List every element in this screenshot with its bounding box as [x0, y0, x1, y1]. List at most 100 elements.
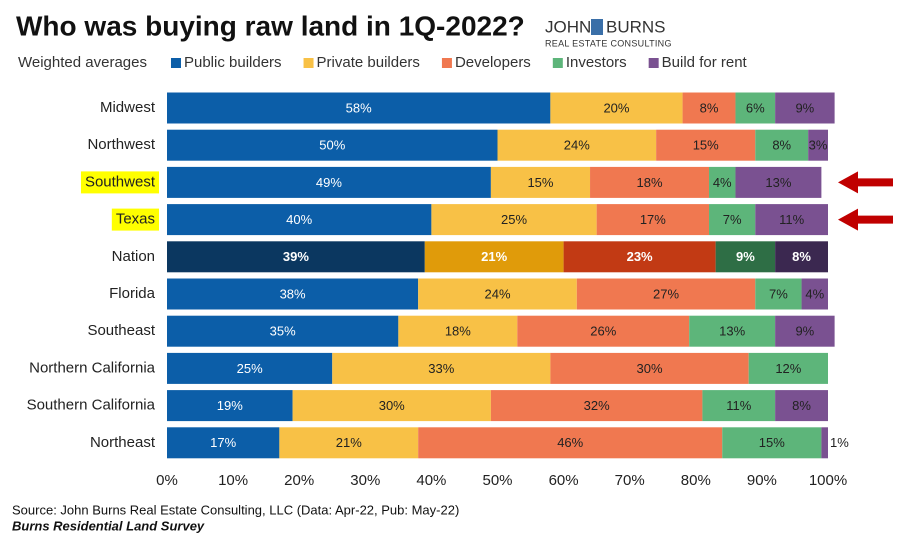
category-label: Texas	[116, 211, 155, 228]
bar-segment	[722, 427, 822, 459]
bar-segment	[709, 204, 756, 236]
category-label: Southwest	[85, 173, 156, 190]
value-label: 8%	[772, 138, 791, 153]
bar-segment	[490, 390, 703, 422]
bar-segment	[596, 204, 710, 236]
bar-segment	[332, 352, 551, 384]
value-label: 13%	[719, 324, 745, 339]
bar-segment	[292, 390, 491, 422]
legend-swatch	[303, 58, 314, 68]
x-tick-label: 100%	[809, 472, 847, 489]
value-label: 17%	[640, 212, 666, 227]
bar-segment	[748, 352, 828, 384]
arrow	[838, 208, 893, 231]
value-label: 15%	[759, 435, 785, 450]
value-label: 50%	[319, 138, 345, 153]
bar-segment	[775, 92, 835, 124]
logo: JOHN BURNS REAL ESTATE CONSULTING	[545, 17, 672, 48]
bar-segment	[709, 166, 736, 198]
bar-segment	[755, 129, 809, 161]
bar-segment	[563, 241, 716, 273]
bar-segment	[497, 129, 657, 161]
bar-segment	[167, 166, 491, 198]
legend-title: Weighted averages	[18, 54, 147, 71]
value-label: 4%	[805, 286, 824, 301]
value-label: 35%	[270, 324, 296, 339]
x-tick-label: 90%	[747, 472, 777, 489]
value-label: 23%	[627, 249, 653, 264]
x-tick-label: 20%	[284, 472, 314, 489]
value-label: 7%	[723, 212, 742, 227]
bar-segment	[735, 166, 822, 198]
bar-segment	[755, 204, 828, 236]
x-tick-label: 0%	[156, 472, 178, 489]
value-label: 46%	[557, 435, 583, 450]
bar-segment	[167, 390, 293, 422]
category-label: Florida	[109, 285, 156, 302]
bar-segment	[821, 427, 828, 459]
bar-segment	[550, 92, 683, 124]
value-label: 27%	[653, 286, 679, 301]
value-label: 15%	[527, 175, 553, 190]
x-tick-label: 50%	[482, 472, 512, 489]
value-label: 4%	[713, 175, 732, 190]
value-label: 21%	[336, 435, 362, 450]
value-label: 8%	[792, 398, 811, 413]
bar-segment	[808, 129, 828, 161]
x-tick-label: 80%	[681, 472, 711, 489]
category-label: Nation	[112, 248, 155, 265]
bar-segment	[775, 241, 828, 273]
bar-segment	[735, 92, 776, 124]
category-label: Northeast	[90, 434, 156, 451]
bar-segment	[418, 278, 577, 310]
value-label: 9%	[795, 100, 814, 115]
value-label: 33%	[428, 361, 454, 376]
value-label: 1%	[830, 435, 849, 450]
chart-title: Who was buying raw land in 1Q-2022?	[16, 10, 525, 41]
logo-text: BURNS	[606, 17, 666, 36]
arrow	[838, 171, 893, 194]
value-label: 30%	[637, 361, 663, 376]
bar-segment	[167, 315, 399, 347]
value-label: 49%	[316, 175, 342, 190]
bar-segment	[775, 390, 828, 422]
logo-text: JOHN	[545, 17, 591, 36]
value-label: 18%	[637, 175, 663, 190]
source: Source: John Burns Real Estate Consultin…	[12, 502, 459, 517]
bar-segment	[801, 278, 828, 310]
value-label: 8%	[792, 249, 811, 264]
legend-label: Developers	[455, 54, 531, 71]
value-label: 6%	[746, 100, 765, 115]
value-label: 26%	[590, 324, 616, 339]
category-label: Northwest	[87, 136, 155, 153]
x-tick-label: 10%	[218, 472, 248, 489]
bar-segment	[490, 166, 591, 198]
bar-segment	[431, 204, 597, 236]
category-label: Southern California	[27, 397, 156, 414]
value-label: 9%	[795, 324, 814, 339]
value-label: 3%	[809, 138, 828, 153]
bar-segment	[715, 241, 776, 273]
legend-label: Investors	[566, 54, 627, 71]
value-label: 13%	[765, 175, 791, 190]
bar-segment	[689, 315, 776, 347]
logo-subtext: REAL ESTATE CONSULTING	[545, 38, 672, 48]
x-tick-label: 40%	[416, 472, 446, 489]
legend-swatch	[441, 58, 452, 68]
legend-swatch	[552, 58, 563, 68]
value-label: 11%	[779, 212, 804, 227]
value-label: 20%	[603, 100, 629, 115]
bar-segment	[167, 427, 280, 459]
value-label: 58%	[346, 100, 372, 115]
value-label: 17%	[210, 435, 236, 450]
value-label: 24%	[484, 286, 510, 301]
bar-segment	[590, 166, 710, 198]
x-tick-label: 60%	[549, 472, 579, 489]
bar-segment	[576, 278, 756, 310]
bar-segment	[424, 241, 564, 273]
bar-segment	[775, 315, 835, 347]
label-highlight	[80, 171, 159, 194]
bar-segment	[167, 278, 419, 310]
legend-swatch	[170, 58, 181, 68]
value-label: 7%	[769, 286, 788, 301]
